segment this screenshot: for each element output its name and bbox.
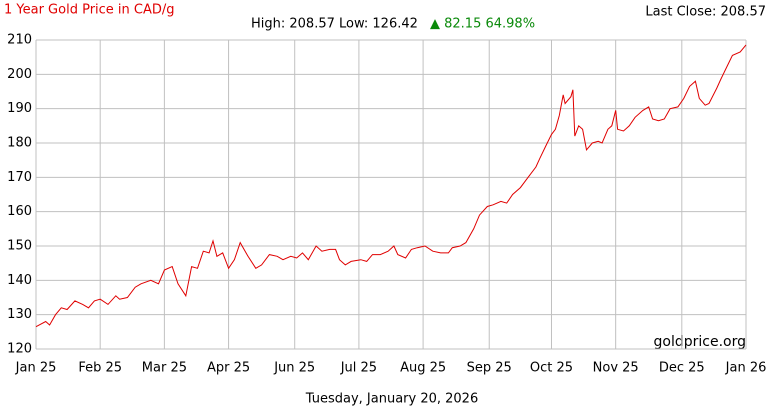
y-tick-label: 140 xyxy=(7,273,32,288)
y-tick-label: 210 xyxy=(7,33,32,48)
x-tick-label: Aug 25 xyxy=(400,361,446,376)
last-close: Last Close: 208.57 xyxy=(645,5,766,20)
y-tick-label: 200 xyxy=(7,67,32,82)
x-tick-label: Feb 25 xyxy=(78,361,122,376)
y-tick-label: 120 xyxy=(7,342,32,357)
y-tick-label: 130 xyxy=(7,307,32,322)
x-tick-label: Jun 25 xyxy=(273,361,315,376)
y-tick-label: 190 xyxy=(7,101,32,116)
source: goldprice.org xyxy=(654,334,746,350)
x-tick-label: Sep 25 xyxy=(467,361,512,376)
x-tick-label: Mar 25 xyxy=(142,361,187,376)
y-tick-label: 170 xyxy=(7,170,32,185)
y-tick-label: 180 xyxy=(7,136,32,151)
x-tick-label: Oct 25 xyxy=(530,361,573,376)
chart-title: 1 Year Gold Price in CAD/g xyxy=(4,3,175,18)
high-low: High: 208.57 Low: 126.42 xyxy=(251,17,418,32)
price-line xyxy=(35,44,747,328)
x-tick-label: Jul 25 xyxy=(340,361,377,376)
y-tick-label: 160 xyxy=(7,204,32,219)
y-tick-label: 150 xyxy=(7,239,32,254)
change: ▲ 82.15 64.98% xyxy=(430,17,535,32)
date: Tuesday, January 20, 2026 xyxy=(305,392,478,407)
x-tick-label: Jan 25 xyxy=(15,361,57,376)
x-tick-label: Nov 25 xyxy=(593,361,639,376)
x-tick-label: Jan 26 xyxy=(725,361,767,376)
x-tick-label: Dec 25 xyxy=(659,361,705,376)
x-tick-label: Apr 25 xyxy=(207,361,250,376)
